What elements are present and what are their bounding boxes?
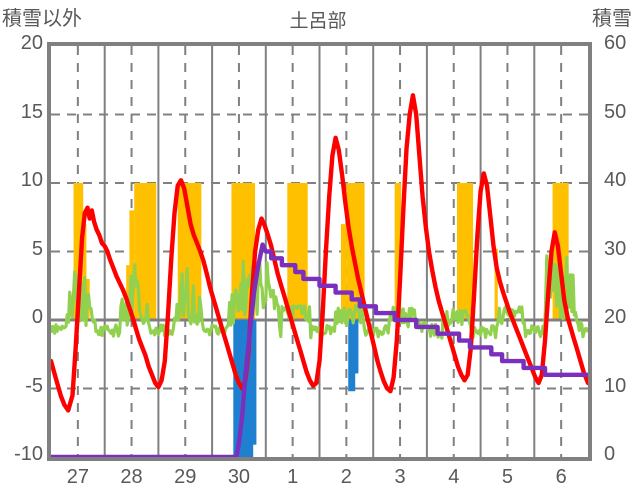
right-axis-tick-label: 20: [604, 306, 627, 328]
plot-canvas: [51, 46, 588, 457]
left-axis-tick-label: -10: [14, 443, 43, 465]
right-axis-tick-label: 50: [604, 100, 627, 123]
right-axis-tick-label: 30: [604, 237, 627, 260]
humidity-band: [494, 248, 498, 320]
snow-depth-line: [51, 242, 588, 457]
x-axis-tick-label: 29: [174, 466, 197, 488]
page-title: 土呂部: [289, 11, 347, 32]
left-axis-tick-label: -5: [25, 374, 43, 397]
left-axis-tick-label: 15: [20, 100, 43, 123]
right-axis-title: 積雪: [592, 8, 632, 30]
humidity-band: [287, 183, 308, 320]
right-axis-tick-label: 40: [604, 169, 627, 191]
left-axis-tick-label: 5: [31, 237, 43, 260]
right-axis-tick-label: 10: [604, 374, 627, 397]
left-axis-tick-label: 20: [20, 32, 43, 54]
x-axis-tick-label: 1: [287, 466, 299, 488]
humidity-band: [134, 183, 157, 320]
temperature-line: [51, 93, 588, 413]
x-axis-tick-label: 3: [394, 466, 406, 488]
humidity-band: [83, 224, 87, 320]
x-axis-tick-label: 6: [555, 466, 567, 488]
humidity-band: [340, 224, 347, 320]
plot-area: [47, 42, 592, 461]
right-axis-tick-label: 0: [604, 443, 616, 465]
left-axis-ticks: 20 15 10 5 0 -5 -10: [0, 0, 43, 501]
x-axis-tick-label: 28: [120, 466, 143, 488]
humidity-band: [129, 210, 135, 320]
left-axis-tick-label: 10: [20, 169, 43, 191]
x-axis-tick-label: 4: [448, 466, 460, 488]
humidity-band: [456, 183, 474, 320]
right-axis-tick-label: 60: [604, 32, 627, 54]
humidity-band: [126, 265, 130, 320]
chart-svg: [51, 46, 588, 457]
right-axis-ticks: 60 50 40 30 20 10 0: [596, 0, 636, 501]
x-axis-tick-label: 27: [66, 466, 89, 488]
x-axis-tick-label: 2: [340, 466, 352, 488]
humidity-band: [394, 183, 402, 320]
precipitation-bar: [249, 320, 257, 445]
x-axis-tick-label: 5: [501, 466, 513, 488]
left-axis-tick-label: 0: [31, 306, 43, 328]
x-axis-tick-label: 30: [227, 466, 251, 488]
humidity-band: [73, 183, 84, 320]
left-axis-title: 積雪以外: [2, 8, 82, 30]
precipitation-bar: [351, 320, 359, 374]
